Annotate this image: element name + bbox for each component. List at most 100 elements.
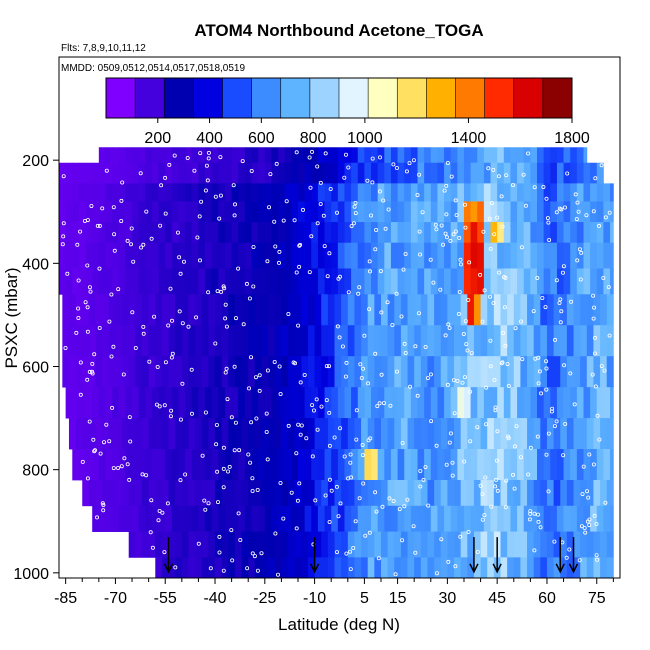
sample-point [224, 366, 229, 371]
heatmap-cell [281, 418, 289, 450]
heatmap-cell [228, 531, 236, 558]
sample-point [334, 210, 339, 215]
heatmap-cell [337, 268, 345, 295]
heatmap-cell [596, 387, 604, 419]
heatmap-cell [331, 268, 339, 295]
heatmap-cell [244, 268, 252, 295]
heatmap-cell [361, 479, 369, 507]
sample-point [378, 269, 383, 274]
sample-point [337, 335, 342, 340]
heatmap-cell [513, 325, 521, 357]
heatmap-cell [457, 222, 465, 244]
heatmap-cell [78, 162, 86, 184]
heatmap-cell [307, 325, 315, 357]
sample-point [230, 558, 235, 563]
heatmap-cell [224, 505, 233, 532]
sample-point [338, 501, 343, 506]
heatmap-cell [404, 162, 412, 184]
heatmap-cell [440, 356, 448, 388]
heatmap-cell [118, 505, 126, 532]
heatmap-cell [520, 557, 528, 579]
heatmap-cell [155, 356, 163, 388]
heatmap-cell [125, 242, 133, 269]
heatmap-cell [560, 325, 568, 357]
heatmap-cell [380, 356, 389, 388]
sample-point [554, 210, 559, 215]
heatmap-cell [477, 147, 485, 164]
heatmap-cell [185, 268, 193, 295]
heatmap-cell [118, 162, 126, 184]
heatmap-cell [397, 201, 405, 223]
heatmap-cell [351, 222, 359, 244]
heatmap-cell [221, 325, 229, 357]
sample-point [244, 281, 249, 286]
sample-point [196, 541, 201, 546]
sample-point [315, 427, 320, 432]
heatmap-cell [440, 479, 448, 507]
heatmap-cell [248, 557, 256, 579]
heatmap-cell [198, 201, 206, 223]
heatmap-cell [317, 201, 325, 223]
heatmap-cell [600, 531, 608, 558]
heatmap-cell [314, 325, 322, 357]
heatmap-cell [463, 505, 472, 532]
heatmap-cell [596, 505, 604, 532]
heatmap-cell [125, 268, 133, 295]
colorbar-segment [164, 78, 194, 118]
sample-point [78, 360, 83, 365]
heatmap-cell [580, 325, 588, 357]
heatmap-cell [141, 325, 150, 357]
heatmap-cell [151, 268, 159, 295]
heatmap-cell [414, 294, 422, 326]
sample-point [215, 289, 220, 294]
heatmap-cell [424, 505, 432, 532]
sample-point [466, 530, 471, 535]
heatmap-cell [198, 387, 206, 419]
heatmap-cell [231, 201, 239, 223]
sample-point [593, 351, 598, 356]
heatmap-cell [344, 387, 352, 419]
heatmap-cell [347, 294, 355, 326]
sample-point [315, 164, 320, 169]
profile-arrows [163, 537, 579, 574]
heatmap-cell [510, 449, 518, 481]
colorbar-frame [105, 77, 573, 119]
sample-point [513, 326, 518, 331]
heatmap-cell [344, 242, 352, 269]
heatmap-cell [341, 418, 349, 450]
heatmap-cell [520, 325, 528, 357]
heatmap-cell [430, 242, 438, 269]
heatmap-cell [493, 294, 501, 326]
heatmap-cell [248, 418, 256, 450]
heatmap-cell [367, 557, 375, 579]
heatmap-cell [241, 325, 249, 357]
sample-point [453, 198, 458, 203]
heatmap-cell [178, 162, 186, 184]
sample-point [453, 229, 458, 234]
sample-point [167, 162, 172, 167]
heatmap-cell [92, 183, 100, 202]
heatmap-cell [371, 162, 379, 184]
sample-point [95, 223, 100, 228]
sample-point [162, 550, 167, 555]
heatmap-cell [550, 242, 558, 269]
sample-point [80, 459, 85, 464]
heatmap-cell [417, 183, 425, 202]
sample-point [448, 238, 453, 243]
sample-point [334, 484, 339, 489]
sample-point [416, 311, 421, 316]
heatmap-cell [590, 201, 598, 223]
heatmap-cell [404, 201, 412, 223]
heatmap-cell [590, 222, 598, 244]
heatmap-cell [311, 201, 319, 223]
heatmap-cell [483, 505, 491, 532]
heatmap-cell [311, 387, 319, 419]
heatmap-cell [556, 505, 564, 532]
heatmap-cell [268, 557, 276, 579]
sample-point [418, 468, 423, 473]
sample-point [552, 539, 557, 544]
heatmap-cell [291, 201, 299, 223]
heatmap-cell [185, 201, 193, 223]
heatmap-cell [145, 147, 153, 164]
